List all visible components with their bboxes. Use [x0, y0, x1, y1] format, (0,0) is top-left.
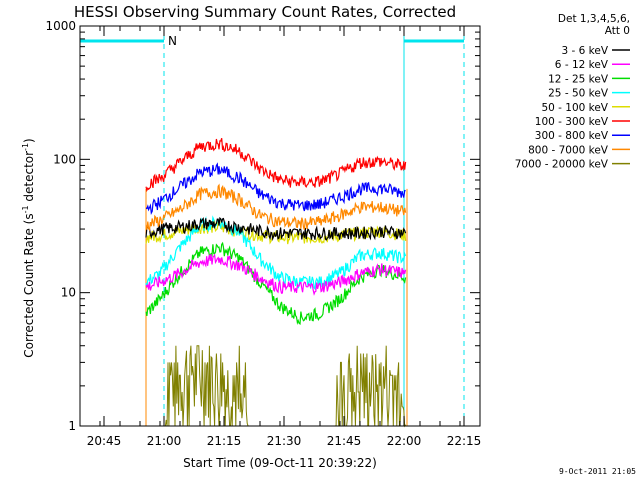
series-line-3: [145, 215, 407, 291]
y-tick-label-3: 1000: [45, 19, 76, 33]
series-line-5: [145, 138, 407, 193]
legend-label-4: 50 - 100 keV: [541, 102, 608, 114]
x-tick-label-2: 21:15: [207, 434, 242, 448]
legend-header-0: Det 1,3,4,5,6,: [558, 13, 630, 25]
night-marker-label: N: [168, 34, 177, 48]
legend-label-7: 800 - 7000 keV: [528, 144, 609, 156]
x-tick-label-6: 22:15: [447, 434, 482, 448]
series-line-4: [145, 219, 407, 245]
legend-label-6: 300 - 800 keV: [535, 130, 609, 142]
footer-timestamp: 9-Oct-2011 21:05: [559, 467, 636, 476]
legend-label-0: 3 - 6 keV: [561, 45, 608, 57]
y-tick-label-0: 1: [68, 419, 76, 433]
legend-label-3: 25 - 50 keV: [548, 88, 609, 100]
series-line-2: [145, 241, 407, 326]
legend-label-5: 100 - 300 keV: [535, 116, 609, 128]
x-tick-label-4: 21:45: [327, 434, 362, 448]
legend: Det 1,3,4,5,6,Att 0 3 - 6 keV 6 - 12 keV 12…: [515, 13, 630, 171]
x-tick-label-1: 21:00: [147, 434, 182, 448]
x-axis-label: Start Time (09-Oct-11 20:39:22): [183, 456, 377, 470]
series-line-1: [145, 253, 407, 296]
x-tick-label-0: 20:45: [87, 434, 122, 448]
series-line-6: [145, 162, 406, 215]
legend-label-8: 7000 - 20000 keV: [515, 159, 609, 171]
x-tick-label-3: 21:30: [267, 434, 302, 448]
x-tick-label-5: 22:00: [387, 434, 422, 448]
legend-label-1: 6 - 12 keV: [555, 59, 609, 71]
y-tick-label-2: 100: [53, 152, 76, 166]
legend-label-2: 12 - 25 keV: [548, 73, 609, 85]
chart-title: HESSI Observing Summary Count Rates, Cor…: [74, 3, 456, 21]
series-line-7: [145, 183, 407, 232]
axes: 1 10 100 1000 20:45 21:00 21:15 21:30 21:45 22:00…: [45, 19, 481, 448]
legend-header-1: Att 0: [605, 25, 630, 37]
series-line-0: [145, 216, 407, 242]
y-axis-label: Corrected Count Rate (s-1 detector-1): [21, 138, 36, 357]
y-tick-label-1: 10: [61, 286, 76, 300]
